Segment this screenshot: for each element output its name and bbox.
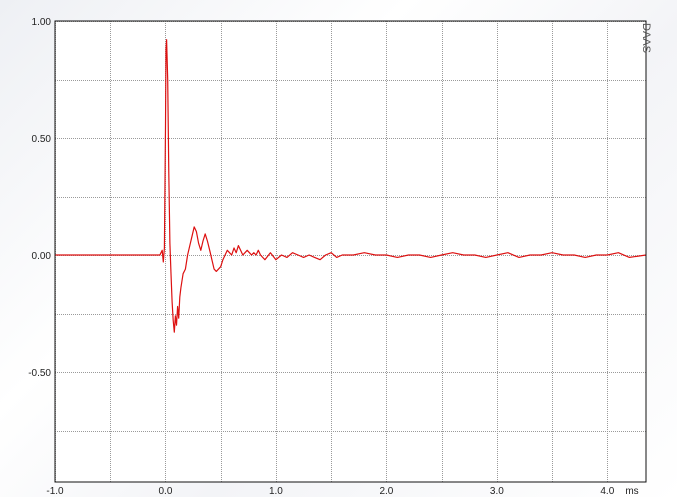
x-tick-label: 1.0	[269, 486, 283, 497]
series-line	[55, 39, 647, 333]
x-unit-label: ms	[625, 486, 638, 497]
y-tick-label: 1.00	[32, 17, 52, 28]
y-tick-label: 0.00	[32, 251, 52, 262]
y-tick-label: 0.50	[32, 134, 52, 145]
x-tick-label: 3.0	[490, 486, 504, 497]
plot-area	[55, 21, 646, 482]
y-tick-labels: 1.00 0.50 0.00 -0.50	[28, 17, 51, 379]
series-layer	[55, 39, 647, 333]
y-tick-label: -0.50	[28, 368, 51, 379]
plot-frame	[54, 20, 647, 483]
x-tick-label: -1.0	[46, 486, 64, 497]
x-tick-labels: -1.0 0.0 1.0 2.0 3.0 4.0	[46, 486, 614, 497]
x-tick-label: 0.0	[159, 486, 173, 497]
watermark-label: DAAS	[640, 23, 652, 53]
x-tick-label: 2.0	[379, 486, 393, 497]
x-tick-label: 4.0	[600, 486, 614, 497]
